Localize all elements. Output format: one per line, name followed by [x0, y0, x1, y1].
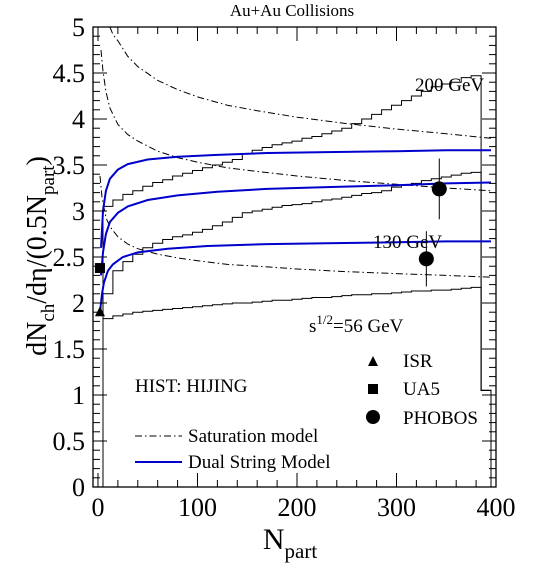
- legend-dualstring-label: Dual String Model: [188, 452, 331, 473]
- legend-lines: Saturation model Dual String Model: [135, 426, 331, 473]
- x-axis-label-sub: part: [285, 539, 318, 563]
- legend-phobos-label: PHOBOS: [403, 408, 478, 429]
- x-axis-label: Npart: [263, 523, 317, 563]
- legend-isr-triangle: [368, 356, 378, 366]
- y-tick-label-2: 2: [72, 289, 85, 318]
- y-axis-label-part2: /dη/(0.5N: [22, 195, 53, 304]
- x-tick-label-300: 300: [377, 493, 416, 522]
- legend-ua5-square: [368, 384, 378, 394]
- x-tick-label-100: 100: [178, 493, 217, 522]
- annotation-130gev: 130 GeV: [373, 232, 442, 253]
- annotation-hist-hijing: HIST: HIJING: [135, 376, 248, 397]
- legend-isr-label: ISR: [403, 351, 433, 372]
- x-tick-label-200: 200: [277, 493, 316, 522]
- curve-dual-string-200gev: [100, 149, 491, 248]
- data-point-phobos-2: [418, 251, 434, 267]
- annotation-200gev: 200 GeV: [415, 75, 484, 96]
- histogram-hijing-130gev: [102, 171, 492, 487]
- axis-ticks: 0 100 200 300 400 0 0.5 1 1.5 2 2.5 3 3.5 4 4.5 5: [53, 13, 516, 522]
- data-point-isr-0: [94, 306, 105, 317]
- legend-phobos-circle: [366, 410, 380, 424]
- y-tick-label-5: 5: [72, 13, 85, 42]
- y-tick-label-4: 4: [72, 105, 85, 134]
- chart-title: Au+Au Collisions: [230, 1, 354, 20]
- annotation-56gev: s1/2=56 GeV: [309, 312, 404, 337]
- y-axis-label: dNch/dη/(0.5Npart): [22, 156, 59, 356]
- y-axis-label-sub1: ch: [38, 303, 59, 321]
- annotation-56gev-base: s: [309, 316, 316, 337]
- x-tick-label-0: 0: [91, 493, 104, 522]
- curve-dual-string-56gev: [99, 240, 491, 313]
- y-tick-label-2.5: 2.5: [53, 243, 86, 272]
- x-axis-label-main: N: [263, 523, 285, 556]
- points-layer: [94, 158, 447, 317]
- annotation-56gev-sup: 1/2: [316, 312, 333, 327]
- y-tick-label-3.5: 3.5: [53, 151, 86, 180]
- histogram-hijing-200gev: [102, 75, 492, 487]
- y-tick-label-1.5: 1.5: [53, 335, 86, 364]
- y-tick-label-1: 1: [72, 381, 85, 410]
- y-tick-label-4.5: 4.5: [53, 59, 86, 88]
- annotation-56gev-rest: =56 GeV: [333, 316, 404, 337]
- curve-saturation-200gev: [109, 27, 492, 139]
- y-axis-label-sub2: part: [38, 165, 59, 195]
- y-axis-label-part1: dN: [22, 322, 53, 356]
- curve-dual-string-130gev: [100, 181, 492, 276]
- histogram-hijing-56gev: [102, 286, 492, 487]
- y-tick-label-0: 0: [72, 473, 85, 502]
- y-axis-label-part3: ): [22, 156, 53, 165]
- series-layer: [99, 27, 492, 487]
- legend-ua5-label: UA5: [403, 379, 440, 400]
- data-point-ua5-1: [94, 263, 105, 274]
- y-tick-label-3: 3: [72, 197, 85, 226]
- y-tick-label-0.5: 0.5: [53, 427, 86, 456]
- legend-markers: ISR UA5 PHOBOS: [366, 351, 478, 429]
- data-point-phobos-3: [431, 181, 447, 197]
- legend-saturation-label: Saturation model: [188, 426, 318, 447]
- curve-saturation-130gev: [100, 49, 492, 192]
- x-tick-label-400: 400: [477, 493, 516, 522]
